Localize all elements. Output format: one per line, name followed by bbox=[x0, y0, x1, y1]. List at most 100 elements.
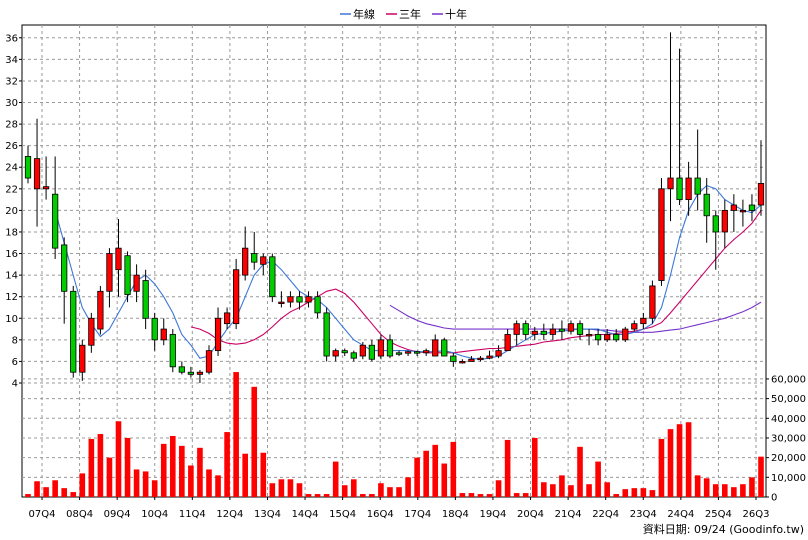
volume-bar bbox=[179, 445, 185, 497]
volume-bar bbox=[305, 494, 312, 497]
candle-body bbox=[314, 296, 321, 314]
candle-body bbox=[640, 317, 647, 325]
volume-bar bbox=[197, 447, 203, 497]
volume-bar bbox=[703, 478, 710, 497]
candle-body bbox=[377, 339, 385, 357]
grid bbox=[22, 25, 766, 497]
volume-bar bbox=[522, 493, 529, 497]
candle-body bbox=[61, 244, 68, 292]
volume-bar bbox=[531, 437, 538, 497]
x-tick-label: 10Q4 bbox=[141, 509, 168, 520]
candle-body bbox=[450, 355, 457, 362]
candlesticks bbox=[24, 32, 765, 383]
price-tick-label: 14 bbox=[5, 271, 18, 282]
candle-body bbox=[540, 330, 547, 335]
volume-bar bbox=[369, 494, 375, 497]
volume-bar bbox=[740, 484, 746, 497]
volume-bar bbox=[188, 465, 194, 497]
candle-body bbox=[739, 209, 747, 213]
volume-bar bbox=[341, 485, 348, 497]
volume-bar bbox=[133, 469, 140, 497]
volume-bar bbox=[52, 480, 58, 497]
candle-body bbox=[124, 255, 131, 295]
candle-body bbox=[350, 352, 357, 359]
candle-body bbox=[386, 339, 394, 357]
candle-body bbox=[504, 334, 511, 352]
volume-bar bbox=[568, 485, 574, 497]
volume-bar bbox=[97, 434, 104, 497]
candle-body bbox=[196, 371, 204, 375]
candle-body bbox=[404, 351, 412, 354]
candle-body bbox=[287, 296, 294, 303]
volume-bar bbox=[541, 482, 547, 497]
candle-body bbox=[223, 312, 231, 325]
volume-bar bbox=[640, 488, 647, 497]
volume-tick-label: 20,000 bbox=[771, 453, 806, 464]
price-tick-label: 4 bbox=[12, 379, 18, 390]
price-axis: 4 6 8 10 12 14 16 18 20 22 24 26 28 30 32 34 36 bbox=[5, 33, 22, 390]
price-tick-label: 6 bbox=[12, 357, 18, 368]
candle-body bbox=[142, 280, 149, 319]
candle-body bbox=[694, 177, 701, 195]
candle-body bbox=[432, 339, 439, 357]
volume-bar bbox=[450, 441, 457, 497]
volume-tick-label: 60,000 bbox=[771, 374, 806, 385]
volume-bar bbox=[495, 480, 502, 497]
candle-body bbox=[160, 328, 167, 341]
volume-bar bbox=[513, 493, 520, 497]
moving-average-lines bbox=[54, 184, 762, 360]
x-tick-label: 24Q4 bbox=[667, 509, 694, 520]
price-tick-label: 30 bbox=[5, 98, 18, 109]
candle-body bbox=[721, 209, 728, 233]
legend-label: 十年 bbox=[445, 7, 467, 21]
candle-body bbox=[685, 177, 692, 201]
volume-bar bbox=[758, 456, 764, 497]
volume-bar bbox=[106, 457, 113, 497]
candle-body bbox=[133, 274, 140, 292]
candle-body bbox=[513, 323, 520, 335]
candle-body bbox=[613, 334, 620, 341]
candle-body bbox=[576, 323, 584, 335]
x-tick-label: 18Q4 bbox=[442, 509, 469, 520]
volume-bar bbox=[658, 438, 665, 497]
candle-body bbox=[106, 253, 113, 292]
volume-bar bbox=[278, 479, 285, 497]
volume-bar bbox=[613, 494, 620, 497]
price-tick-label: 22 bbox=[5, 184, 18, 195]
candle-body bbox=[414, 351, 421, 354]
x-tick-label: 23Q4 bbox=[630, 509, 657, 520]
plot-area bbox=[21, 24, 767, 498]
volume-bar bbox=[287, 479, 294, 497]
x-tick-label: 08Q4 bbox=[66, 509, 93, 520]
candle-body bbox=[667, 177, 674, 190]
candle-body bbox=[604, 334, 611, 341]
volume-bar bbox=[169, 436, 176, 497]
x-tick-label: 20Q4 bbox=[517, 509, 544, 520]
price-tick-label: 34 bbox=[5, 55, 18, 66]
candle-body bbox=[567, 323, 575, 332]
candle-body bbox=[332, 350, 339, 357]
candle-body bbox=[495, 350, 502, 357]
volume-bar bbox=[577, 446, 583, 497]
volume-bar bbox=[477, 494, 484, 497]
x-tick-label: 09Q4 bbox=[104, 509, 131, 520]
price-tick-label: 24 bbox=[5, 163, 18, 174]
annual-ma-line bbox=[54, 184, 762, 360]
candle-body bbox=[757, 183, 765, 206]
candle-body bbox=[423, 350, 430, 354]
candle-body bbox=[730, 204, 737, 211]
price-tick-label: 28 bbox=[5, 120, 18, 131]
candle-body bbox=[395, 352, 403, 355]
volume-bar bbox=[649, 490, 656, 497]
candle-body bbox=[233, 269, 240, 325]
volume-bar bbox=[242, 453, 248, 497]
candle-body bbox=[477, 357, 484, 361]
volume-bar bbox=[34, 481, 40, 497]
candle-body bbox=[278, 301, 285, 304]
volume-tick-label: 40,000 bbox=[771, 414, 806, 425]
volume-bar bbox=[622, 489, 629, 497]
price-tick-label: 20 bbox=[5, 206, 18, 217]
price-tick-label: 32 bbox=[5, 76, 18, 87]
volume-tick-label: 30,000 bbox=[771, 433, 806, 444]
price-tick-label: 18 bbox=[5, 227, 18, 238]
